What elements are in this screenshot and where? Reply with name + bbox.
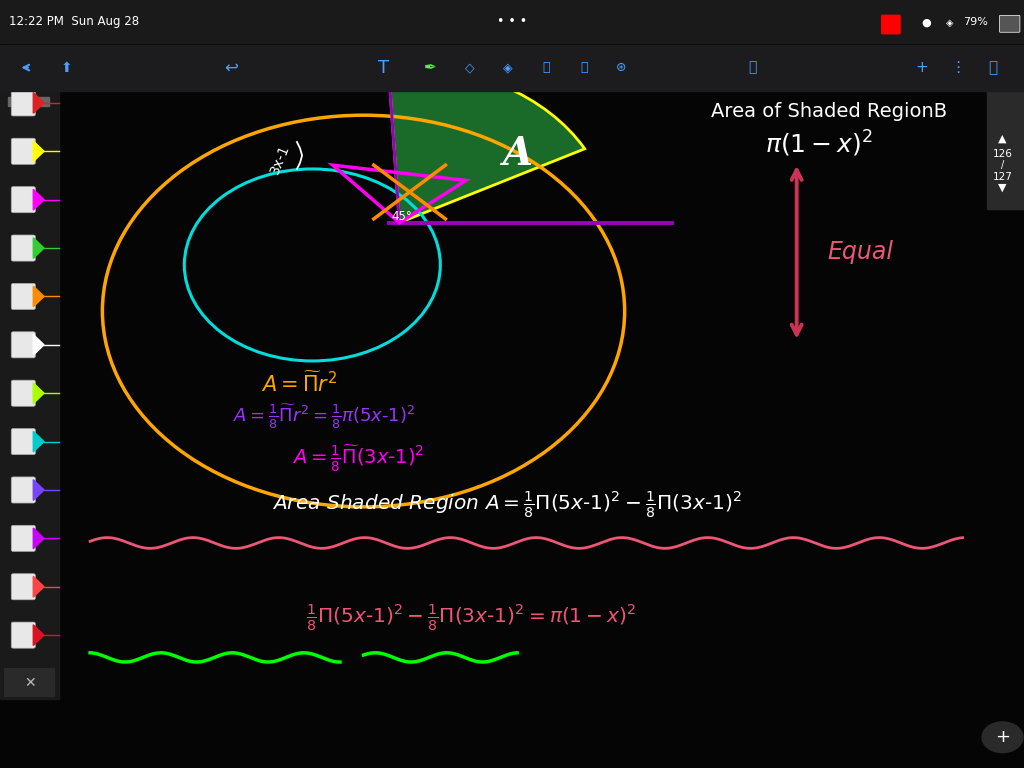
- Bar: [0, 92, 59, 699]
- Polygon shape: [33, 432, 44, 452]
- Text: +: +: [915, 60, 928, 75]
- Text: ◇: ◇: [465, 61, 475, 74]
- Text: $A = \widetilde{\Pi} r^{2}$: $A = \widetilde{\Pi} r^{2}$: [261, 372, 337, 396]
- FancyBboxPatch shape: [11, 380, 35, 406]
- FancyBboxPatch shape: [11, 574, 35, 600]
- Text: 127: 127: [992, 171, 1013, 182]
- Text: /: /: [1000, 160, 1005, 170]
- Polygon shape: [33, 141, 44, 162]
- Text: ◈: ◈: [503, 61, 513, 74]
- Polygon shape: [33, 93, 44, 113]
- FancyBboxPatch shape: [11, 525, 35, 551]
- Text: ⬆: ⬆: [60, 61, 73, 74]
- Polygon shape: [33, 383, 44, 404]
- Bar: [0, 45, 1024, 91]
- FancyBboxPatch shape: [11, 138, 35, 164]
- FancyBboxPatch shape: [11, 283, 35, 310]
- Text: ⌾: ⌾: [542, 61, 550, 74]
- Polygon shape: [33, 335, 44, 356]
- FancyBboxPatch shape: [11, 477, 35, 503]
- Text: 45°: 45°: [391, 210, 412, 223]
- Polygon shape: [33, 479, 44, 501]
- Text: ✕: ✕: [24, 676, 36, 690]
- Text: 3x-1: 3x-1: [267, 142, 292, 176]
- Bar: [8, 97, 49, 106]
- Text: ↩: ↩: [224, 58, 239, 77]
- Text: 🖐: 🖐: [580, 61, 588, 74]
- Text: ⋮: ⋮: [950, 60, 965, 75]
- Text: $A = \Pi$r: $A = \Pi$r: [681, 64, 739, 82]
- FancyBboxPatch shape: [882, 15, 900, 34]
- FancyBboxPatch shape: [11, 622, 35, 648]
- Text: $\it{Area}\ \it{Shaded}\ \it{Region}\ A = \frac{1}{8}\Pi(5x\text{-}1)^{2} - \fra: $\it{Area}\ \it{Shaded}\ \it{Region}\ A …: [272, 490, 741, 521]
- Circle shape: [982, 722, 1023, 753]
- Polygon shape: [33, 576, 44, 598]
- Text: 12:22 PM  Sun Aug 28: 12:22 PM Sun Aug 28: [8, 15, 139, 28]
- FancyBboxPatch shape: [11, 187, 35, 213]
- Text: 126: 126: [992, 148, 1013, 159]
- Text: $\pi(1-x)^{2}$: $\pi(1-x)^{2}$: [765, 129, 873, 160]
- FancyBboxPatch shape: [11, 332, 35, 358]
- FancyBboxPatch shape: [11, 90, 35, 116]
- Polygon shape: [33, 286, 44, 306]
- Text: +: +: [995, 728, 1010, 746]
- FancyBboxPatch shape: [11, 429, 35, 455]
- Wedge shape: [388, 65, 585, 223]
- Text: ▼: ▼: [998, 182, 1007, 193]
- Text: $A = \frac{1}{8} \widetilde{\Pi} r^{2} = \frac{1}{8} \pi(5x\text{-}1)^{2}$: $A = \frac{1}{8} \widetilde{\Pi} r^{2} =…: [233, 403, 416, 431]
- Polygon shape: [33, 190, 44, 210]
- Text: T: T: [379, 58, 389, 77]
- Bar: [0, 0, 1024, 43]
- Polygon shape: [33, 238, 44, 258]
- Text: Area of Shaded RegionB: Area of Shaded RegionB: [712, 102, 947, 121]
- Text: ▲: ▲: [998, 133, 1007, 144]
- Text: ⊛: ⊛: [616, 61, 627, 74]
- FancyBboxPatch shape: [11, 235, 35, 261]
- Text: ◈: ◈: [945, 17, 953, 28]
- Text: ●: ●: [922, 17, 932, 28]
- Bar: [4, 668, 55, 697]
- FancyBboxPatch shape: [999, 15, 1020, 32]
- Text: Equal: Equal: [827, 240, 893, 264]
- Text: $\frac{1}{8}\Pi(5x\text{-}1)^{2} - \frac{1}{8}\Pi(3x\text{-}1)^{2} = \pi(1-x)^{2: $\frac{1}{8}\Pi(5x\text{-}1)^{2} - \frac…: [306, 602, 636, 633]
- Text: 79%: 79%: [964, 17, 988, 28]
- Text: • • •: • • •: [497, 15, 527, 28]
- Text: A: A: [502, 134, 532, 173]
- Bar: [987, 90, 1024, 209]
- Polygon shape: [33, 528, 44, 548]
- Text: 🎤: 🎤: [749, 61, 757, 74]
- Text: ✒: ✒: [424, 60, 436, 75]
- Polygon shape: [33, 625, 44, 645]
- Text: ⬜: ⬜: [989, 60, 997, 75]
- Text: $A = \frac{1}{8} \widetilde{\Pi}\left(3x\text{-}1\right)^{2}$: $A = \frac{1}{8} \widetilde{\Pi}\left(3x…: [292, 444, 424, 475]
